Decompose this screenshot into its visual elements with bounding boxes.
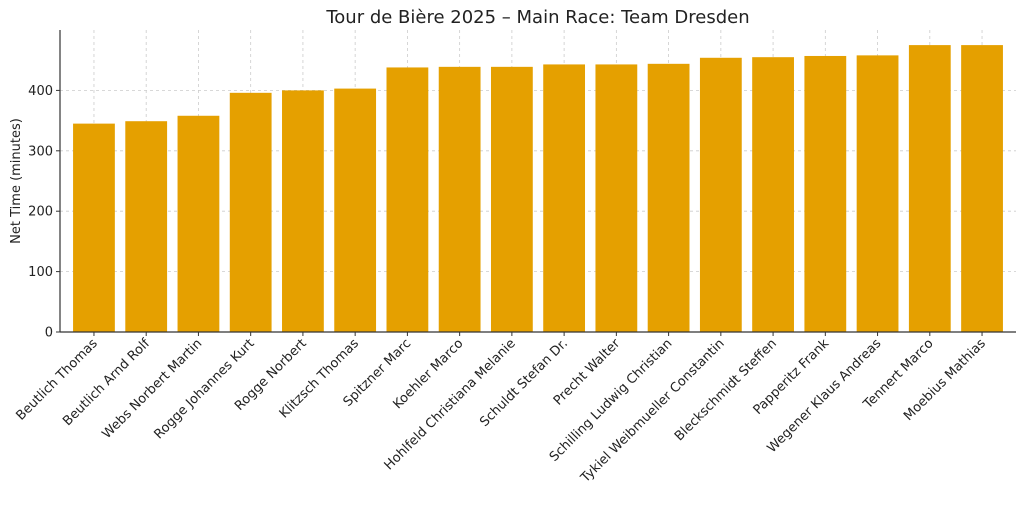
- bar: [125, 121, 168, 332]
- bar: [961, 45, 1003, 332]
- bar: [647, 63, 690, 332]
- x-tick-label: Schuldt Stefan Dr.: [477, 336, 571, 430]
- x-tick-label: Bleckschmidt Steffen: [672, 336, 780, 444]
- x-tick-label: Rogge Johannes Kurt: [151, 336, 257, 442]
- bar: [229, 92, 272, 332]
- bar: [543, 64, 586, 332]
- bar: [908, 45, 951, 332]
- bar: [699, 57, 742, 333]
- bar: [177, 115, 220, 332]
- chart-title: Tour de Bière 2025 – Main Race: Team Dre…: [325, 7, 749, 28]
- bar: [438, 66, 481, 333]
- bar: [752, 57, 794, 333]
- bar: [804, 55, 847, 333]
- x-tick-label: Beutlich Arnd Rolf: [60, 336, 153, 429]
- y-tick-label: 0: [45, 326, 53, 341]
- y-tick-label: 400: [28, 84, 53, 99]
- y-tick-label: 100: [28, 265, 53, 280]
- bars: [73, 45, 1003, 333]
- y-tick-label: 300: [28, 144, 53, 159]
- axes: [59, 30, 1016, 333]
- y-tick-labels: 0 100 200 300 400: [28, 84, 60, 341]
- y-axis-label: Net Time (minutes): [9, 118, 24, 244]
- bar: [490, 66, 533, 333]
- bar: [334, 88, 377, 332]
- bar: [386, 67, 429, 332]
- bar: [73, 123, 115, 333]
- bar: [595, 64, 638, 332]
- bar: [856, 55, 899, 332]
- x-tick-label: Webs Norbert Martin: [99, 336, 205, 442]
- y-tick-label: 200: [28, 205, 53, 220]
- bar: [282, 90, 324, 333]
